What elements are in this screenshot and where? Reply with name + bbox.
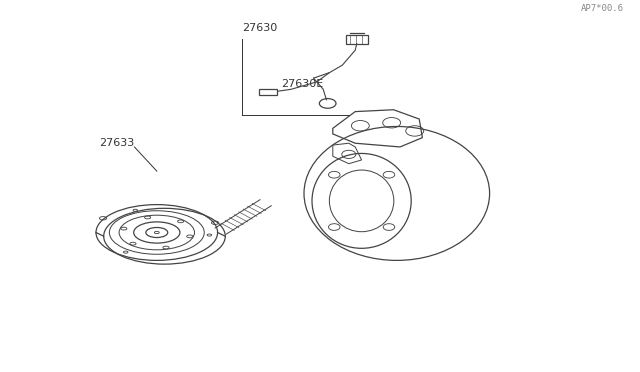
Text: 27633: 27633 (99, 138, 134, 148)
Text: 27630E: 27630E (282, 78, 324, 89)
Text: 27630: 27630 (242, 23, 277, 33)
Text: AP7*00.6: AP7*00.6 (581, 4, 624, 13)
